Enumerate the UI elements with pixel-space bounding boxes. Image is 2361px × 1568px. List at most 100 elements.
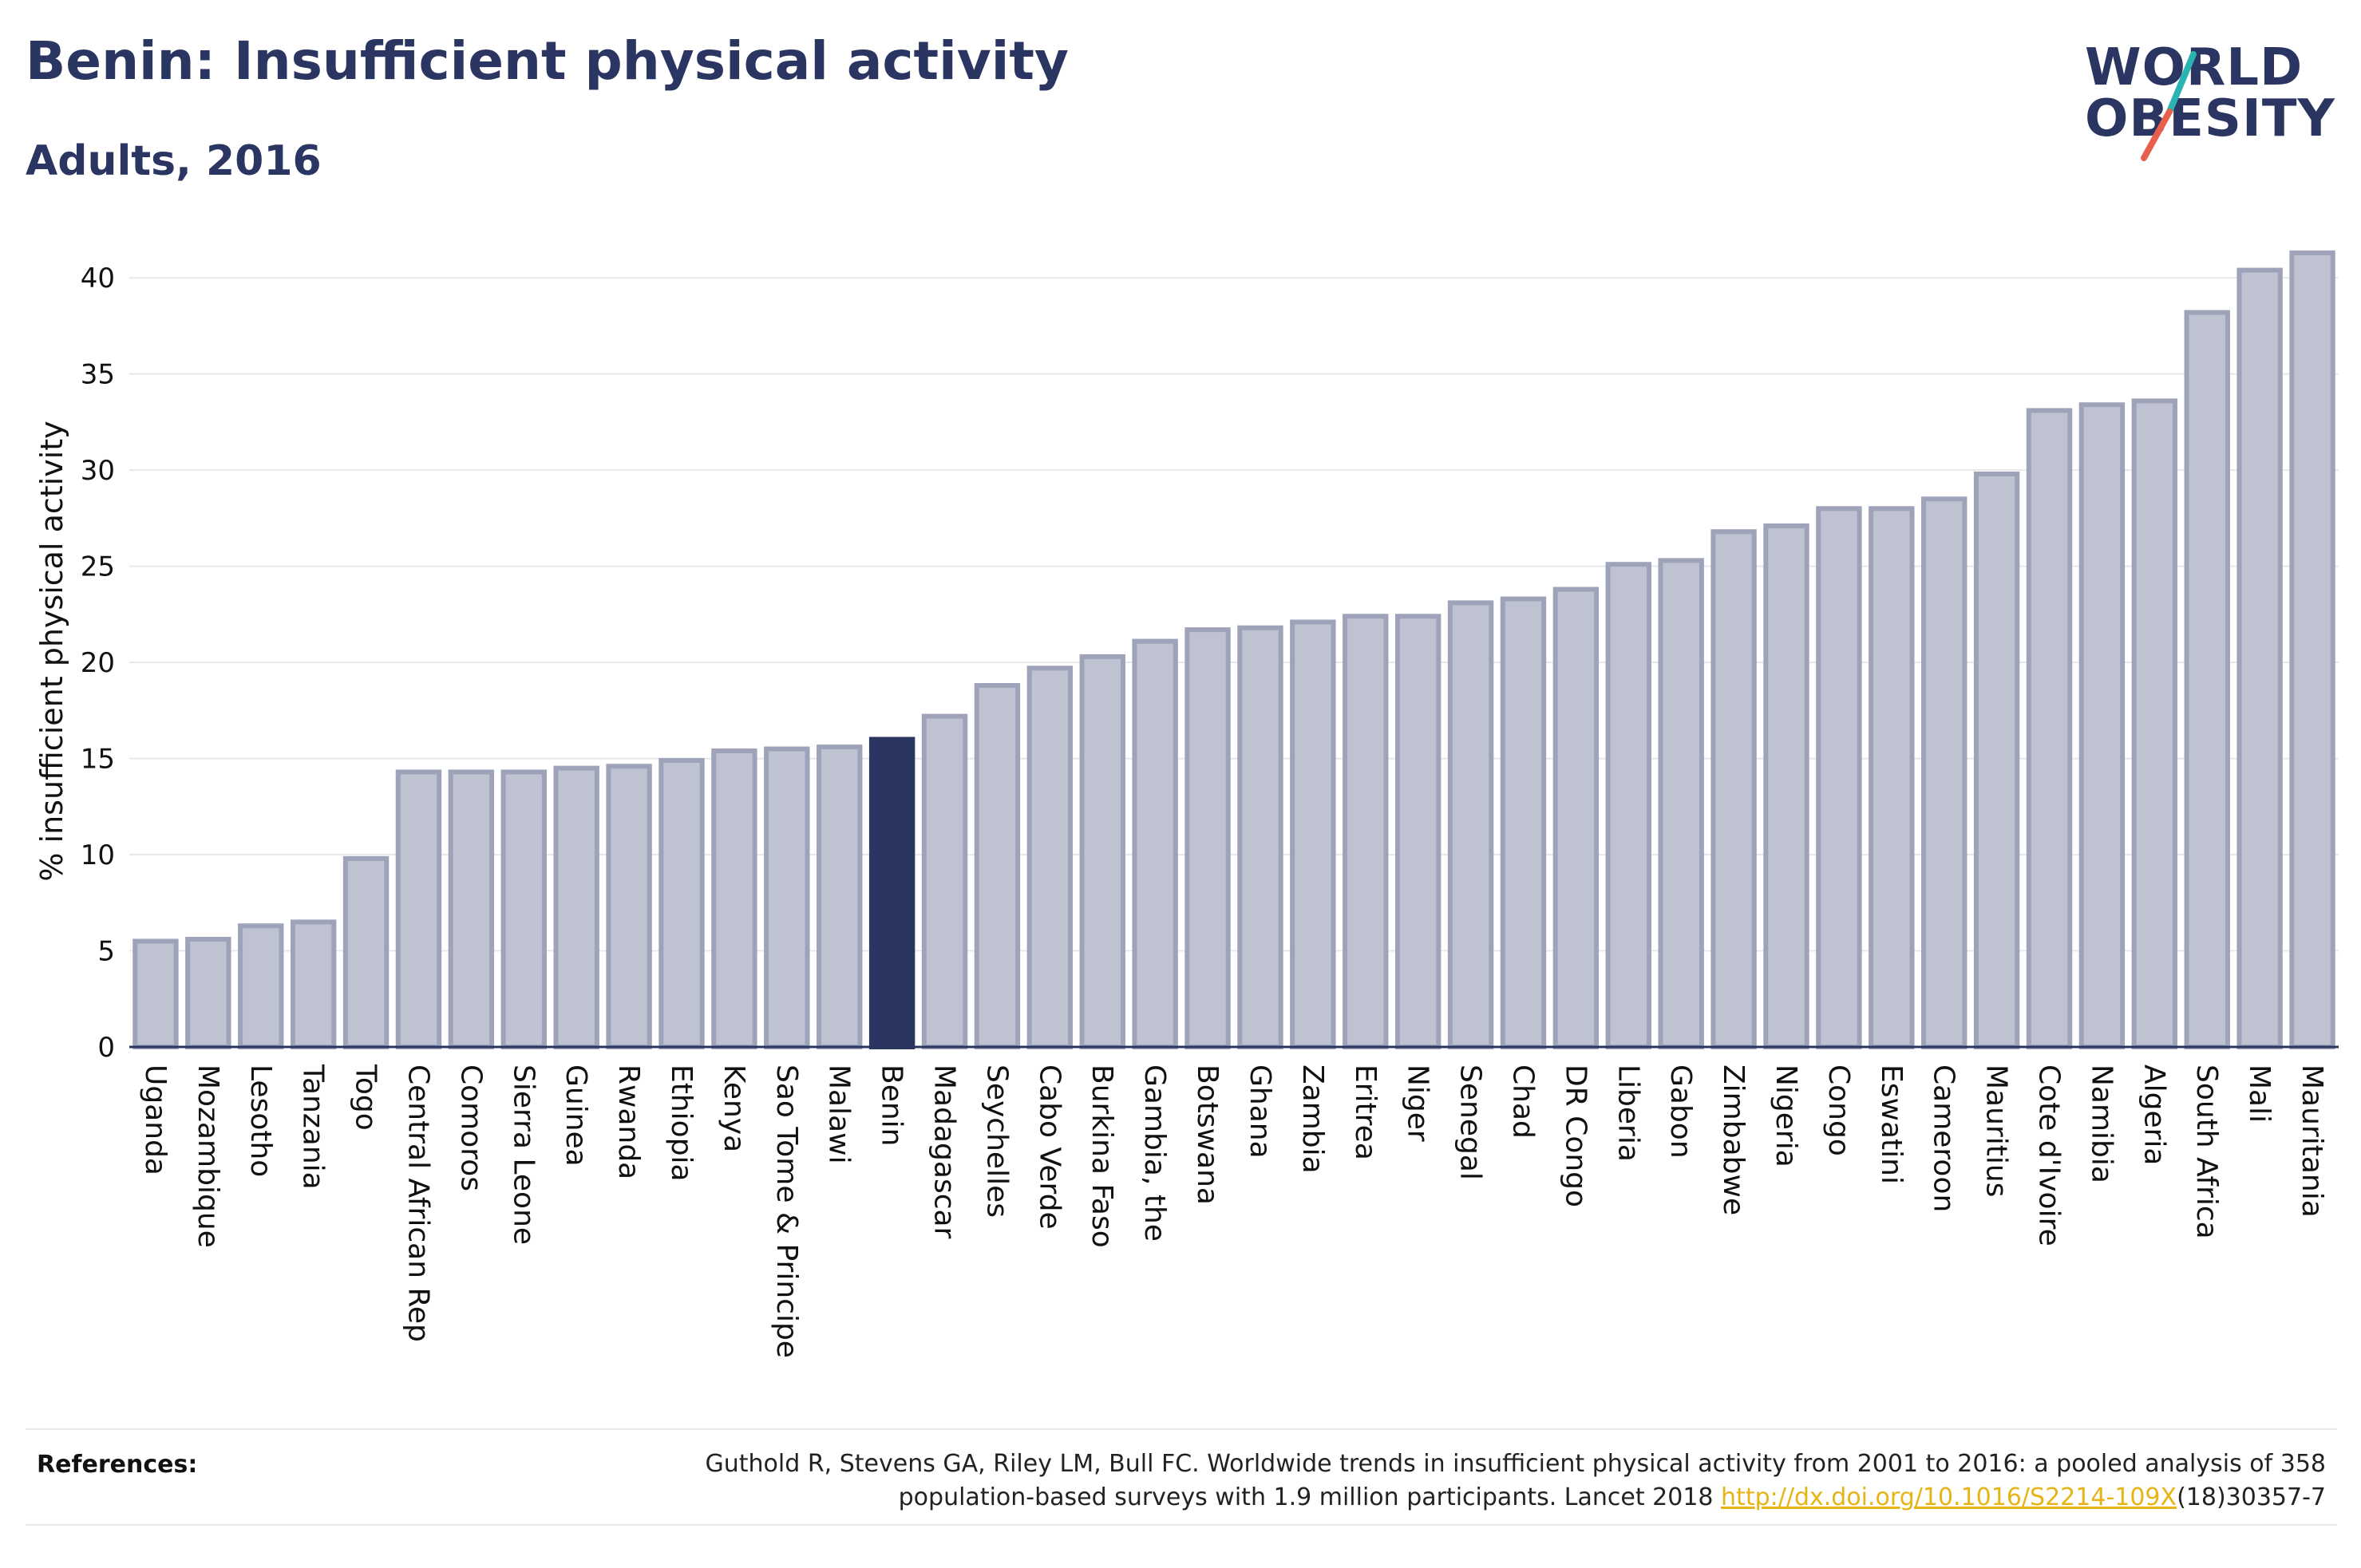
bar-chart: 0 5 10 15 20 25 30 35 40 % insufficient physical … [34, 250, 2339, 1358]
bar [553, 765, 599, 1049]
bar [1394, 614, 1442, 1049]
x-tick-label: Lesotho [244, 1064, 277, 1177]
x-tick-label: Mauritania [2296, 1064, 2328, 1218]
bar [395, 769, 442, 1049]
x-tick-label: Central African Rep [401, 1064, 434, 1342]
bar [1816, 506, 1862, 1049]
bar [1921, 496, 1968, 1049]
bar [1973, 471, 2020, 1049]
bar [1132, 638, 1178, 1049]
reference-citation-suffix: (18)30357-7 [2177, 1483, 2326, 1511]
bar [606, 764, 652, 1049]
bar [500, 769, 547, 1049]
x-tick-label: Namibia [2085, 1064, 2118, 1183]
bar [921, 713, 968, 1049]
y-tick-label: 20 [81, 647, 115, 679]
x-tick-label: Botswana [1191, 1064, 1224, 1205]
bar [2184, 310, 2230, 1049]
x-tick-label: Gambia, the [1138, 1064, 1171, 1242]
bar [1184, 627, 1231, 1049]
x-tick-label: Eswatini [1875, 1064, 1908, 1184]
reference-doi-link[interactable]: http://dx.doi.org/10.1016/S2214-109X [1721, 1483, 2177, 1511]
y-tick-label: 35 [81, 359, 115, 391]
bar [2131, 398, 2178, 1049]
x-tick-label: Cabo Verde [1033, 1064, 1066, 1230]
bar [817, 745, 863, 1049]
bar [1237, 625, 1283, 1049]
reference-citation: Guthold R, Stevens GA, Riley LM, Bull FC… [705, 1450, 2326, 1511]
bar [764, 746, 810, 1049]
x-tick-label: Congo [1822, 1064, 1855, 1156]
logo-line-1: WORLD [2085, 38, 2304, 97]
bar [342, 855, 390, 1050]
references-label: References: [37, 1451, 198, 1479]
y-tick-label: 40 [81, 263, 115, 294]
bar [1710, 529, 1757, 1049]
x-tick-label: Madagascar [928, 1064, 961, 1239]
x-tick-label: Burkina Faso [1086, 1064, 1118, 1248]
bar [974, 683, 1021, 1049]
logo-slash-icon [2141, 51, 2197, 161]
x-tick-label: Zimbabwe [1717, 1064, 1750, 1215]
bar [2078, 402, 2126, 1049]
bar [658, 757, 705, 1049]
page-title: Benin: Insufficient physical activity [26, 30, 1069, 92]
bar [1343, 614, 1389, 1049]
x-tick-label: Mali [2243, 1064, 2276, 1123]
x-tick-label: Gabon [1664, 1064, 1697, 1159]
x-tick-label: Uganda [139, 1064, 172, 1175]
bar [1658, 558, 1704, 1049]
x-tick-label: South Africa [2190, 1064, 2223, 1239]
x-tick-label: Kenya [718, 1064, 750, 1152]
bar [1763, 523, 1809, 1049]
bar [2026, 408, 2073, 1049]
bar [290, 919, 337, 1050]
page-subtitle: Adults, 2016 [26, 137, 322, 185]
y-tick-label: 10 [81, 839, 115, 871]
x-tick-label: Niger [1402, 1064, 1434, 1142]
bar [1290, 619, 1336, 1049]
x-tick-label: Benin [876, 1064, 908, 1146]
bar [711, 748, 757, 1050]
x-tick-label: Liberia [1612, 1064, 1644, 1162]
x-tick-label: Comoros [454, 1064, 487, 1191]
y-tick-label: 15 [81, 744, 115, 776]
bar [1026, 666, 1074, 1049]
x-tick-label: Sao Tome & Principe [770, 1064, 803, 1358]
x-tick-label: Senegal [1454, 1064, 1487, 1180]
bar [132, 938, 179, 1049]
bar [1869, 506, 1915, 1049]
bar [1605, 562, 1651, 1049]
x-tick-label: Cote d'Ivoire [2033, 1064, 2066, 1246]
bar [1552, 587, 1600, 1049]
x-tick-label: Nigeria [1770, 1064, 1802, 1167]
x-tick-label: Eritrea [1349, 1064, 1382, 1160]
y-axis-label: % insufficient physical activity [34, 421, 69, 881]
bar [1447, 600, 1494, 1049]
x-tick-label: Rwanda [612, 1064, 645, 1179]
bar [868, 737, 916, 1049]
references-section: References: Guthold R, Stevens GA, Riley… [26, 1428, 2337, 1526]
x-tick-label: Chad [1506, 1064, 1539, 1139]
x-tick-label: Cameroon [1928, 1064, 1960, 1212]
x-tick-label: Ghana [1244, 1064, 1276, 1159]
bar [185, 937, 231, 1049]
x-tick-label: Ethiopia [665, 1064, 698, 1182]
x-tick-label: Togo [350, 1064, 382, 1131]
x-tick-label: Sierra Leone [507, 1064, 540, 1245]
bar [1079, 654, 1125, 1049]
x-tick-label: DR Congo [1559, 1064, 1592, 1207]
x-tick-label: Mozambique [192, 1064, 224, 1248]
bar [1500, 596, 1547, 1049]
x-tick-label: Malawi [823, 1064, 856, 1164]
logo-line-2: OBESITY [2085, 89, 2335, 148]
y-tick-label: 0 [97, 1032, 115, 1064]
y-tick-label: 5 [97, 936, 115, 968]
bar [448, 769, 495, 1049]
bar [2289, 250, 2335, 1050]
y-tick-label: 30 [81, 455, 115, 487]
y-tick-label: 25 [81, 551, 115, 583]
bar [2236, 267, 2283, 1049]
x-tick-label: Zambia [1296, 1064, 1329, 1174]
world-obesity-logo: WORLD OBESITY [2074, 38, 2337, 166]
